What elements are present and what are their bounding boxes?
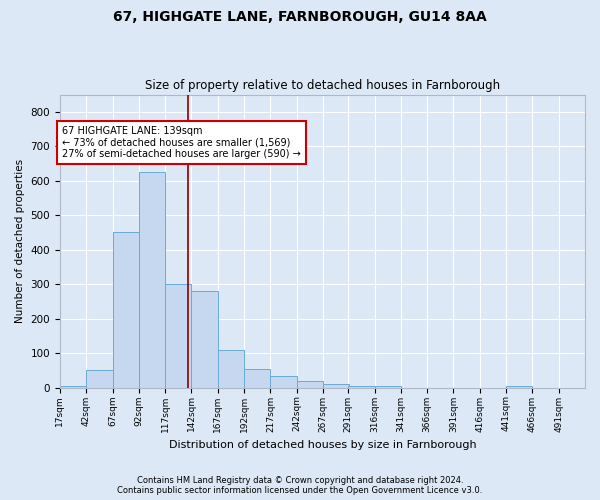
Bar — [60, 386, 86, 388]
Bar — [374, 386, 401, 388]
Bar — [296, 381, 323, 388]
Bar — [323, 384, 349, 388]
Bar — [348, 386, 374, 388]
Text: 67, HIGHGATE LANE, FARNBOROUGH, GU14 8AA: 67, HIGHGATE LANE, FARNBOROUGH, GU14 8AA — [113, 10, 487, 24]
Bar — [113, 232, 139, 388]
Title: Size of property relative to detached houses in Farnborough: Size of property relative to detached ho… — [145, 79, 500, 92]
Bar — [218, 350, 244, 388]
Bar — [506, 386, 532, 388]
Text: 67 HIGHGATE LANE: 139sqm
← 73% of detached houses are smaller (1,569)
27% of sem: 67 HIGHGATE LANE: 139sqm ← 73% of detach… — [62, 126, 301, 159]
Bar — [271, 376, 296, 388]
Bar — [165, 284, 191, 388]
Y-axis label: Number of detached properties: Number of detached properties — [15, 159, 25, 323]
Bar — [191, 291, 218, 388]
Bar — [244, 368, 271, 388]
X-axis label: Distribution of detached houses by size in Farnborough: Distribution of detached houses by size … — [169, 440, 476, 450]
Bar — [139, 172, 165, 388]
Text: Contains HM Land Registry data © Crown copyright and database right 2024.
Contai: Contains HM Land Registry data © Crown c… — [118, 476, 482, 495]
Bar — [86, 370, 113, 388]
